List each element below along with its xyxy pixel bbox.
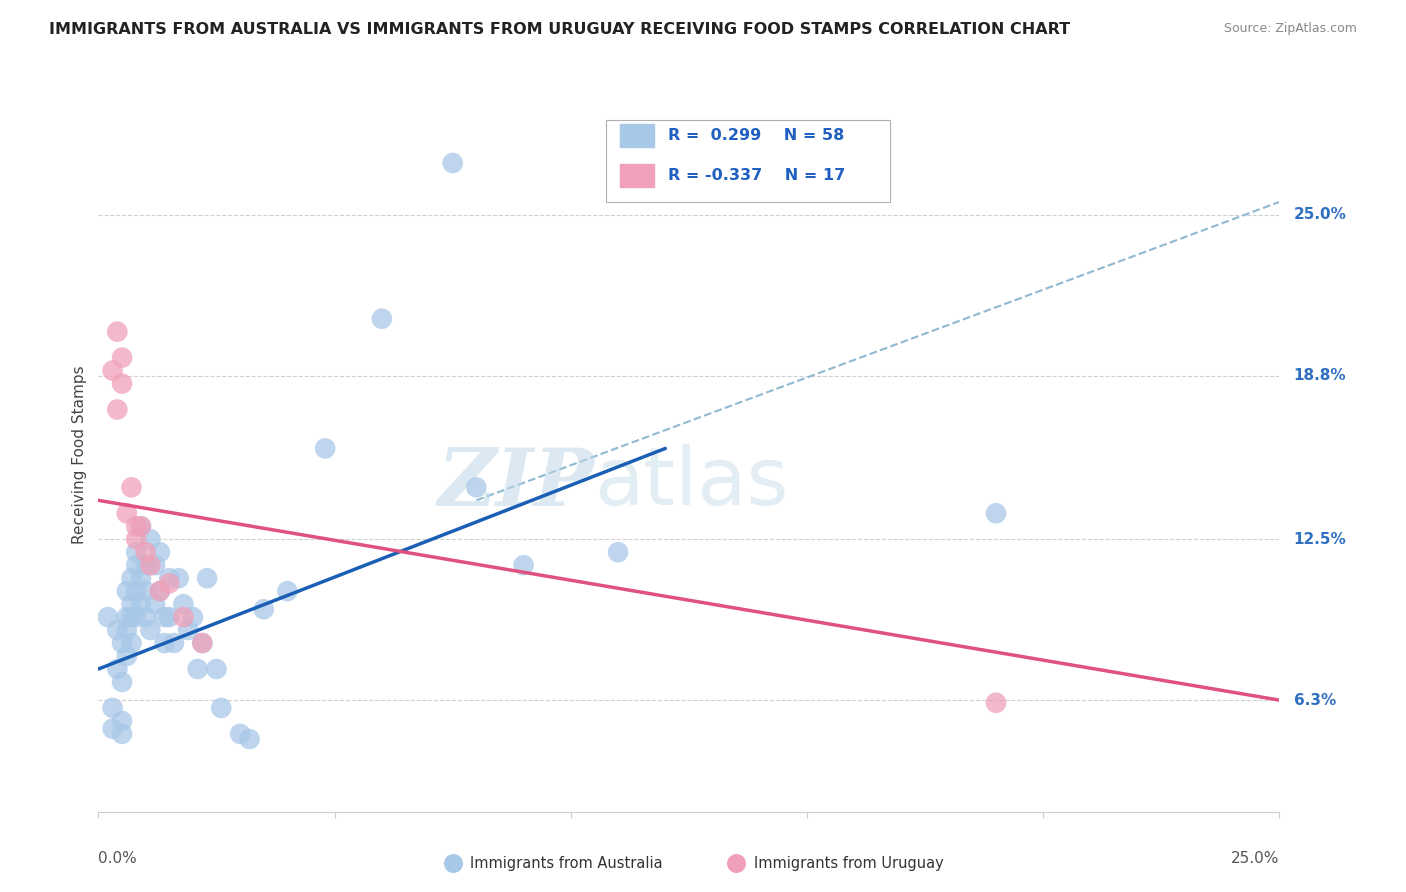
Point xyxy=(163,636,186,650)
Point xyxy=(105,402,128,417)
Point xyxy=(111,714,134,728)
Text: 25.0%: 25.0% xyxy=(1294,208,1347,222)
Point xyxy=(195,571,218,585)
Point xyxy=(153,636,176,650)
Bar xyxy=(620,164,654,187)
Point xyxy=(157,610,180,624)
Point xyxy=(121,597,143,611)
Text: Source: ZipAtlas.com: Source: ZipAtlas.com xyxy=(1223,22,1357,36)
Point xyxy=(115,648,138,663)
Point xyxy=(105,325,128,339)
Point xyxy=(111,351,134,365)
Point xyxy=(143,558,166,573)
FancyBboxPatch shape xyxy=(606,120,890,202)
Point xyxy=(205,662,228,676)
Text: IMMIGRANTS FROM AUSTRALIA VS IMMIGRANTS FROM URUGUAY RECEIVING FOOD STAMPS CORRE: IMMIGRANTS FROM AUSTRALIA VS IMMIGRANTS … xyxy=(49,22,1070,37)
Point xyxy=(115,610,138,624)
Point xyxy=(111,636,134,650)
Text: R =  0.299    N = 58: R = 0.299 N = 58 xyxy=(668,128,844,143)
Text: Immigrants from Australia: Immigrants from Australia xyxy=(471,855,664,871)
Point xyxy=(177,623,200,637)
Point xyxy=(135,545,157,559)
Point xyxy=(115,584,138,599)
Point xyxy=(101,701,124,715)
Point xyxy=(129,571,152,585)
Point xyxy=(115,623,138,637)
Point xyxy=(111,675,134,690)
Text: 18.8%: 18.8% xyxy=(1294,368,1347,384)
Point xyxy=(371,311,394,326)
Point xyxy=(125,558,148,573)
Text: Immigrants from Uruguay: Immigrants from Uruguay xyxy=(754,855,943,871)
Point xyxy=(607,545,630,559)
Point xyxy=(229,727,252,741)
Point xyxy=(135,584,157,599)
Point xyxy=(143,597,166,611)
Point xyxy=(253,602,276,616)
Point xyxy=(101,363,124,377)
Point xyxy=(441,156,464,170)
Point xyxy=(125,610,148,624)
Point xyxy=(149,584,172,599)
Point xyxy=(314,442,336,456)
Point xyxy=(129,597,152,611)
Point xyxy=(191,636,214,650)
Point xyxy=(984,506,1007,520)
Point xyxy=(139,558,162,573)
Bar xyxy=(620,124,654,146)
Point xyxy=(101,722,124,736)
Point xyxy=(209,701,232,715)
Point xyxy=(125,519,148,533)
Point xyxy=(239,732,262,747)
Point xyxy=(125,584,148,599)
Point xyxy=(111,727,134,741)
Point xyxy=(149,545,172,559)
Y-axis label: Receiving Food Stamps: Receiving Food Stamps xyxy=(72,366,87,544)
Point xyxy=(111,376,134,391)
Point xyxy=(465,480,488,494)
Point xyxy=(187,662,209,676)
Text: ZIP: ZIP xyxy=(437,445,595,522)
Point xyxy=(157,571,180,585)
Point xyxy=(149,584,172,599)
Point xyxy=(115,506,138,520)
Point xyxy=(139,623,162,637)
Point xyxy=(172,597,194,611)
Point xyxy=(153,610,176,624)
Text: 6.3%: 6.3% xyxy=(1294,693,1336,707)
Point xyxy=(139,533,162,547)
Point xyxy=(135,610,157,624)
Point xyxy=(121,571,143,585)
Text: 12.5%: 12.5% xyxy=(1294,532,1347,547)
Point xyxy=(129,519,152,533)
Text: atlas: atlas xyxy=(595,444,789,523)
Point xyxy=(105,662,128,676)
Point xyxy=(121,636,143,650)
Point xyxy=(172,610,194,624)
Point xyxy=(135,558,157,573)
Point xyxy=(121,610,143,624)
Text: 25.0%: 25.0% xyxy=(1232,851,1279,866)
Point xyxy=(121,480,143,494)
Point xyxy=(97,610,120,624)
Point xyxy=(125,545,148,559)
Point xyxy=(129,519,152,533)
Text: R = -0.337    N = 17: R = -0.337 N = 17 xyxy=(668,169,845,184)
Point xyxy=(167,571,190,585)
Point xyxy=(191,636,214,650)
Point xyxy=(512,558,534,573)
Point xyxy=(105,623,128,637)
Point xyxy=(984,696,1007,710)
Point xyxy=(181,610,204,624)
Point xyxy=(276,584,298,599)
Text: 0.0%: 0.0% xyxy=(98,851,138,866)
Point xyxy=(157,576,180,591)
Point xyxy=(125,533,148,547)
